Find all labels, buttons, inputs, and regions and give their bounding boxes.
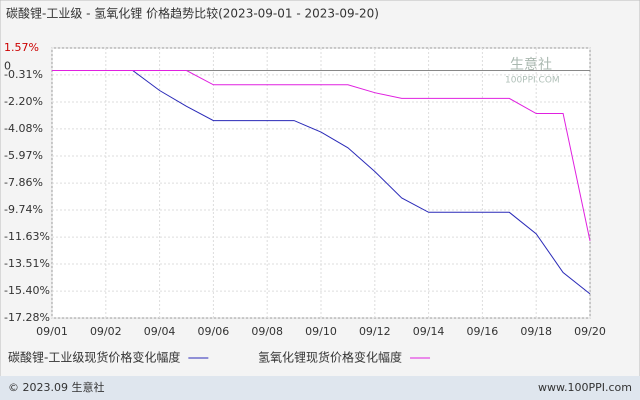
x-tick-label: 09/08 <box>251 325 283 338</box>
x-tick-label: 09/01 <box>36 325 68 338</box>
line <box>52 70 591 242</box>
y-tick-label: -4.08% <box>4 122 43 135</box>
legend-label: 氢氧化锂现货价格变化幅度 <box>258 350 402 365</box>
x-tick-label: 09/14 <box>413 325 445 338</box>
y-tick-label: -13.51% <box>4 257 50 270</box>
legend-label: 碳酸锂-工业级现货价格变化幅度 <box>8 350 180 365</box>
x-tick-label: 09/04 <box>144 325 176 338</box>
x-tick-label: 09/18 <box>520 325 552 338</box>
chart-title: 碳酸锂-工业级 - 氢氧化锂 价格趋势比较(2023-09-01 - 2023-… <box>6 6 379 21</box>
x-tick-label: 09/12 <box>359 325 391 338</box>
y-tick-label: -0.31% <box>4 68 43 81</box>
line <box>52 70 591 295</box>
watermark: 100PPI.COM <box>505 76 560 86</box>
footer-left: © 2023.09 生意社 <box>8 380 104 394</box>
x-tick-label: 09/06 <box>198 325 230 338</box>
x-tick-label: 09/02 <box>90 325 122 338</box>
y-tick-label: 0 <box>4 59 11 72</box>
y-tick-label: -11.63% <box>4 230 50 243</box>
y-tick-label: -15.40% <box>4 284 50 297</box>
watermark: 生意社 <box>510 56 552 73</box>
y-tick-label: -5.97% <box>4 149 43 162</box>
x-tick-label: 09/16 <box>467 325 499 338</box>
x-tick-label: 09/20 <box>574 325 606 338</box>
footer-band <box>0 376 640 400</box>
y-tick-label: -17.28% <box>4 311 50 324</box>
x-tick-label: 09/10 <box>305 325 337 338</box>
footer-right: www.100PPI.com <box>538 381 632 394</box>
y-tick-label: 1.57% <box>4 41 39 54</box>
y-tick-label: -2.20% <box>4 95 43 108</box>
y-tick-label: -9.74% <box>4 203 43 216</box>
y-tick-label: -7.86% <box>4 176 43 189</box>
